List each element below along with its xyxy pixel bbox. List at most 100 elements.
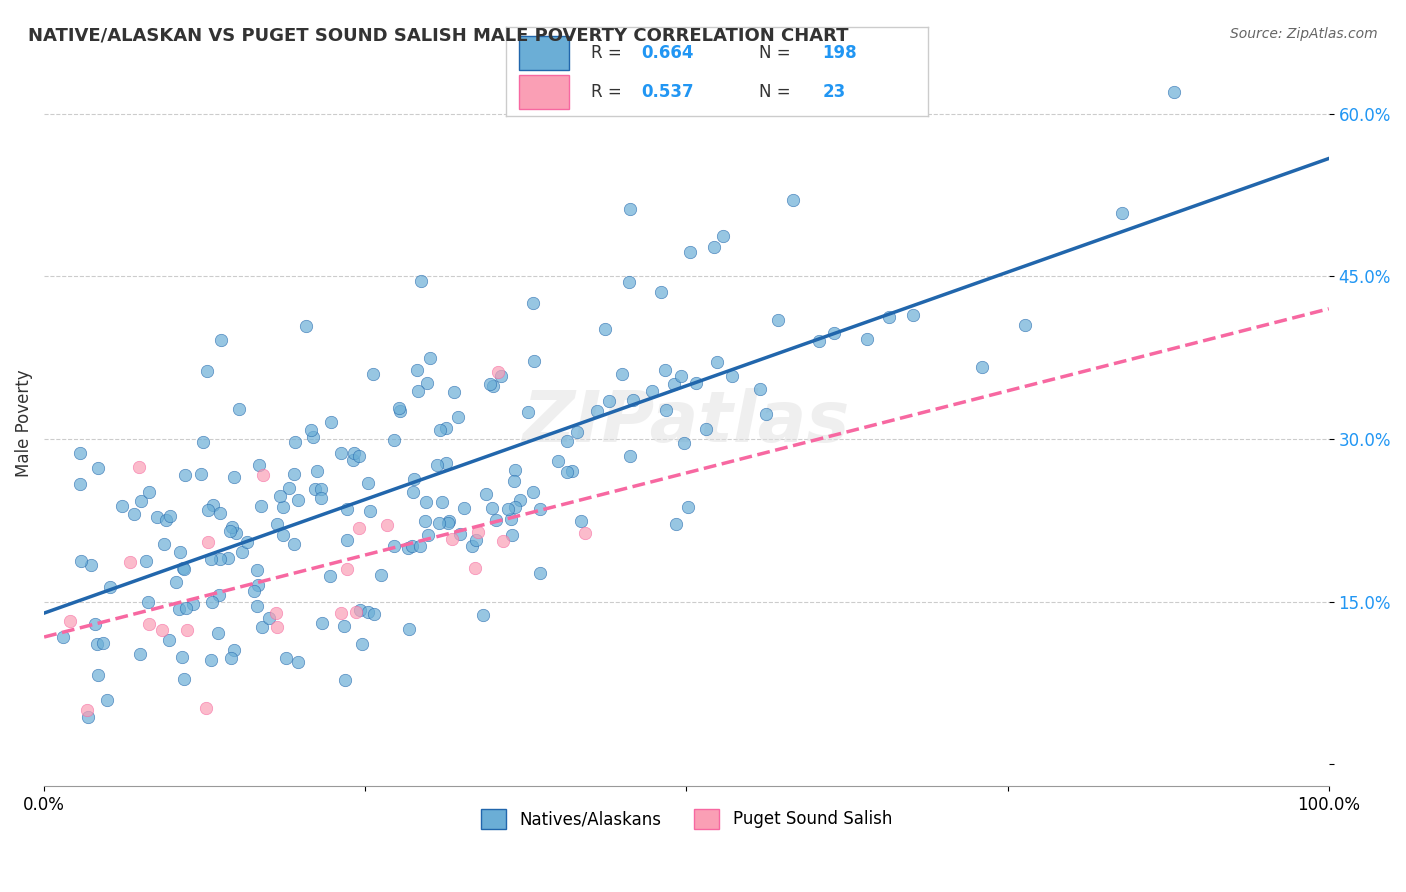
- Point: [509, 493, 531, 508]
- Point: [176, 623, 198, 637]
- Point: [1014, 318, 1036, 332]
- Point: [191, 434, 214, 449]
- Point: [309, 491, 332, 505]
- Point: [375, 518, 398, 533]
- Point: [246, 563, 269, 577]
- Point: [402, 472, 425, 486]
- Point: [489, 369, 512, 384]
- Point: [703, 240, 725, 254]
- Point: [586, 403, 609, 417]
- Point: [165, 575, 187, 590]
- Point: [492, 533, 515, 548]
- Point: [361, 368, 384, 382]
- Point: [271, 500, 294, 515]
- Point: [287, 493, 309, 508]
- Point: [120, 555, 142, 569]
- Point: [485, 513, 508, 527]
- Point: [342, 452, 364, 467]
- Point: [146, 509, 169, 524]
- Point: [529, 502, 551, 516]
- Text: N =: N =: [759, 44, 796, 62]
- Point: [172, 561, 194, 575]
- Point: [755, 407, 778, 421]
- Point: [574, 525, 596, 540]
- Point: [357, 476, 380, 491]
- Point: [138, 617, 160, 632]
- Point: [173, 672, 195, 686]
- Point: [69, 446, 91, 460]
- Point: [685, 376, 707, 390]
- Point: [357, 605, 380, 619]
- Point: [301, 430, 323, 444]
- Point: [427, 516, 450, 530]
- Point: [516, 405, 538, 419]
- Point: [246, 599, 269, 613]
- Point: [619, 202, 641, 217]
- Point: [159, 509, 181, 524]
- Legend: Natives/Alaskans, Puget Sound Salish: Natives/Alaskans, Puget Sound Salish: [474, 802, 898, 836]
- Point: [209, 333, 232, 347]
- Point: [676, 500, 699, 514]
- Point: [333, 673, 356, 688]
- Point: [321, 415, 343, 429]
- Point: [382, 433, 405, 447]
- Point: [181, 597, 204, 611]
- Point: [157, 632, 180, 647]
- Point: [287, 655, 309, 669]
- Point: [436, 516, 458, 530]
- Point: [274, 651, 297, 665]
- Point: [208, 506, 231, 520]
- Point: [522, 485, 544, 500]
- Text: 0.664: 0.664: [641, 44, 693, 62]
- Point: [502, 474, 524, 488]
- Point: [128, 459, 150, 474]
- Point: [501, 512, 523, 526]
- Point: [304, 482, 326, 496]
- Point: [382, 539, 405, 553]
- Point: [426, 458, 449, 472]
- Point: [415, 495, 437, 509]
- Point: [678, 244, 700, 259]
- Point: [619, 449, 641, 463]
- Point: [441, 532, 464, 546]
- Point: [529, 566, 551, 580]
- Point: [434, 420, 457, 434]
- Point: [330, 606, 353, 620]
- Point: [76, 710, 98, 724]
- Text: 23: 23: [823, 83, 846, 101]
- Point: [621, 392, 644, 407]
- Point: [406, 363, 429, 377]
- Point: [257, 611, 280, 625]
- Point: [222, 469, 245, 483]
- Point: [219, 524, 242, 538]
- Point: [437, 514, 460, 528]
- Point: [569, 514, 592, 528]
- Point: [200, 653, 222, 667]
- Point: [335, 562, 357, 576]
- Point: [319, 568, 342, 582]
- Point: [370, 567, 392, 582]
- Point: [200, 551, 222, 566]
- Point: [217, 551, 239, 566]
- Point: [225, 526, 247, 541]
- Point: [695, 422, 717, 436]
- Point: [619, 275, 641, 289]
- Point: [219, 651, 242, 665]
- Point: [69, 477, 91, 491]
- Point: [610, 367, 633, 381]
- Point: [359, 504, 381, 518]
- Point: [269, 489, 291, 503]
- Point: [443, 384, 465, 399]
- Point: [555, 434, 578, 448]
- Point: [136, 595, 159, 609]
- Point: [522, 296, 544, 310]
- Point: [447, 410, 470, 425]
- Point: [273, 528, 295, 542]
- Point: [311, 482, 333, 496]
- Point: [856, 333, 879, 347]
- Point: [330, 445, 353, 459]
- Point: [243, 584, 266, 599]
- Point: [479, 376, 502, 391]
- Point: [641, 384, 664, 399]
- Point: [401, 539, 423, 553]
